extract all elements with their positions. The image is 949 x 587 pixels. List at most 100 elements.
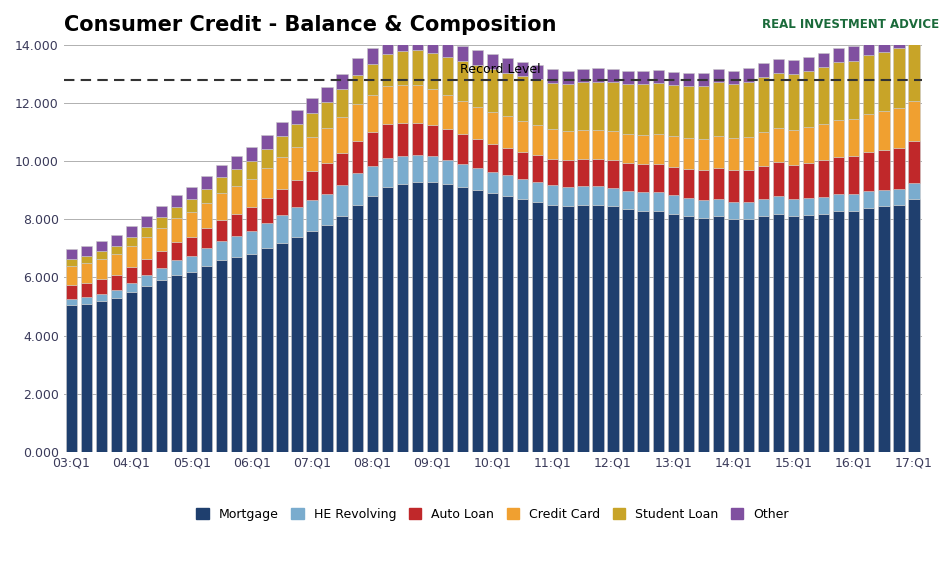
Bar <box>381 53 393 86</box>
Bar <box>232 257 242 452</box>
Bar <box>864 153 874 191</box>
Bar <box>487 172 498 193</box>
Bar <box>713 136 724 168</box>
Bar <box>397 35 408 51</box>
Bar <box>186 272 197 452</box>
Bar <box>864 208 874 452</box>
Bar <box>456 187 468 452</box>
Bar <box>517 151 529 179</box>
Bar <box>848 60 860 119</box>
Bar <box>442 130 453 160</box>
Bar <box>698 200 709 218</box>
Bar <box>577 186 588 205</box>
Bar <box>592 205 604 452</box>
Bar <box>381 37 393 53</box>
Bar <box>893 148 904 189</box>
Bar <box>322 87 333 102</box>
Bar <box>548 185 558 205</box>
Bar <box>833 157 845 194</box>
Bar <box>758 133 769 166</box>
Bar <box>653 211 663 452</box>
Bar <box>156 281 167 452</box>
Bar <box>667 167 679 195</box>
Bar <box>772 162 784 196</box>
Bar <box>232 156 242 169</box>
Bar <box>381 124 393 158</box>
Bar <box>548 205 558 452</box>
Bar <box>201 266 213 452</box>
Bar <box>337 185 347 217</box>
Bar <box>366 64 378 95</box>
Bar <box>893 108 904 148</box>
Bar <box>653 83 663 134</box>
Bar <box>487 193 498 452</box>
Bar <box>322 163 333 194</box>
Bar <box>517 179 529 199</box>
Bar <box>548 158 558 185</box>
Bar <box>81 263 92 283</box>
Bar <box>562 206 573 452</box>
Bar <box>893 32 904 48</box>
Bar <box>442 57 453 95</box>
Bar <box>532 182 544 202</box>
Bar <box>758 63 769 77</box>
Bar <box>833 62 845 120</box>
Bar <box>307 98 318 113</box>
Bar <box>140 227 152 237</box>
Bar <box>788 74 799 130</box>
Bar <box>171 195 182 207</box>
Bar <box>713 82 724 136</box>
Bar <box>412 181 423 452</box>
Bar <box>743 137 754 170</box>
Bar <box>456 61 468 101</box>
Bar <box>864 55 874 114</box>
Bar <box>788 199 799 217</box>
Bar <box>893 205 904 452</box>
Bar <box>772 59 784 73</box>
Bar <box>772 73 784 128</box>
Bar <box>171 261 182 275</box>
Bar <box>322 102 333 128</box>
Bar <box>111 275 122 290</box>
Bar <box>261 168 272 198</box>
Bar <box>246 178 257 207</box>
Bar <box>758 166 769 199</box>
Bar <box>201 228 213 248</box>
Bar <box>638 85 649 135</box>
Bar <box>337 217 347 452</box>
Bar <box>186 199 197 212</box>
Bar <box>201 203 213 228</box>
Bar <box>607 82 619 131</box>
Bar <box>276 189 288 215</box>
Bar <box>412 123 423 155</box>
Bar <box>562 131 573 160</box>
Bar <box>698 139 709 170</box>
Bar <box>908 141 920 183</box>
Bar <box>291 237 303 452</box>
Bar <box>878 190 889 206</box>
Bar <box>322 225 333 452</box>
Bar <box>502 176 513 196</box>
Bar <box>592 130 604 159</box>
Bar <box>803 198 814 215</box>
Bar <box>111 298 122 452</box>
Bar <box>322 194 333 225</box>
Bar <box>65 249 77 259</box>
Bar <box>788 217 799 452</box>
Bar <box>337 117 347 153</box>
Bar <box>682 138 694 169</box>
Bar <box>788 130 799 165</box>
Bar <box>126 246 137 267</box>
Bar <box>803 215 814 452</box>
Bar <box>667 85 679 136</box>
Bar <box>261 223 272 248</box>
Bar <box>562 84 573 131</box>
Bar <box>472 168 483 190</box>
Bar <box>577 130 588 159</box>
Bar <box>427 181 438 452</box>
Bar <box>878 150 889 190</box>
Bar <box>577 159 588 186</box>
Bar <box>682 169 694 198</box>
Bar <box>96 259 107 279</box>
Bar <box>216 220 228 241</box>
